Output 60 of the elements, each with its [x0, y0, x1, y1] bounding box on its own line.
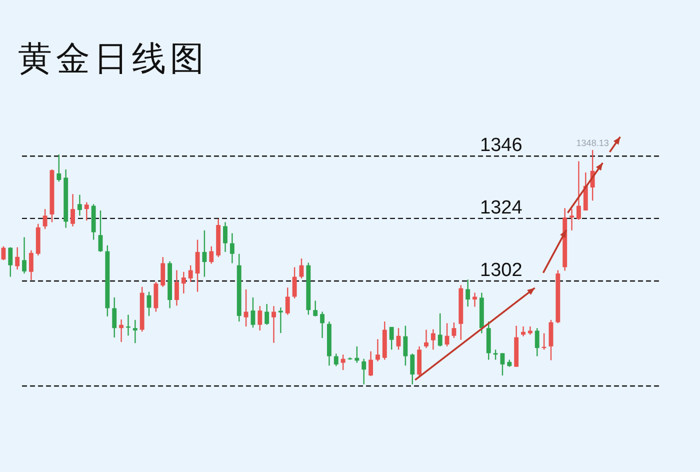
candlestick: [15, 246, 20, 270]
annotation: 1302: [480, 260, 522, 282]
candlestick: [42, 208, 48, 230]
chart-title: 黄金日线图: [18, 41, 208, 78]
candlestick: [452, 322, 456, 339]
candlestick: [250, 296, 256, 328]
candlestick: [403, 325, 408, 366]
candlestick: [28, 250, 34, 281]
candlestick: [570, 208, 574, 231]
annotation: 1324: [480, 197, 523, 218]
candlestick: [430, 328, 436, 350]
candlestick: [362, 358, 366, 385]
candlestick: [223, 222, 228, 253]
annotation: 1346: [480, 135, 522, 156]
candlestick: [202, 230, 207, 278]
candlestick: [272, 305, 276, 344]
candlestick: [320, 311, 324, 339]
candlestick: [230, 232, 234, 264]
candlestick: [244, 288, 248, 328]
candlestick: [70, 193, 75, 227]
candlestick: [389, 326, 394, 350]
candlestick: [174, 270, 179, 306]
candlestick: [521, 326, 526, 337]
candlestick: [396, 328, 401, 350]
candlestick: [112, 296, 117, 338]
candlestick: [160, 256, 166, 288]
annotation: 1348.13: [576, 138, 609, 148]
candlestick: [132, 319, 138, 344]
candlestick: [195, 239, 200, 292]
candlestick: [1, 246, 6, 261]
candlestick: [354, 346, 360, 364]
candlestick: [181, 271, 186, 294]
candlestick: [466, 279, 470, 308]
candlestick: [84, 202, 89, 222]
candlestick: [410, 353, 415, 385]
candlestick: [340, 354, 346, 371]
candlestick: [8, 246, 13, 278]
candlestick: [56, 154, 62, 182]
candlestick: [119, 318, 124, 343]
candlestick: [576, 160, 581, 220]
candlestick: [22, 236, 26, 274]
candlestick: [493, 349, 498, 360]
candlestick: [264, 303, 270, 326]
candlestick: [77, 194, 82, 216]
candlestick: [500, 352, 505, 376]
candlestick: [299, 258, 304, 280]
candlestick: [438, 312, 442, 347]
candlestick: [209, 246, 214, 264]
candlestick: [424, 329, 428, 349]
candlestick: [472, 292, 477, 308]
candlestick: [376, 338, 380, 362]
candlestick: [313, 300, 318, 317]
candlestick: [285, 286, 290, 316]
candlestick: [292, 266, 297, 299]
candlestick: [278, 306, 283, 334]
candlestick: [334, 353, 338, 367]
candlestick: [188, 264, 193, 283]
candlestick: [368, 350, 374, 377]
candlestick: [534, 328, 540, 357]
candlestick: [258, 305, 262, 332]
